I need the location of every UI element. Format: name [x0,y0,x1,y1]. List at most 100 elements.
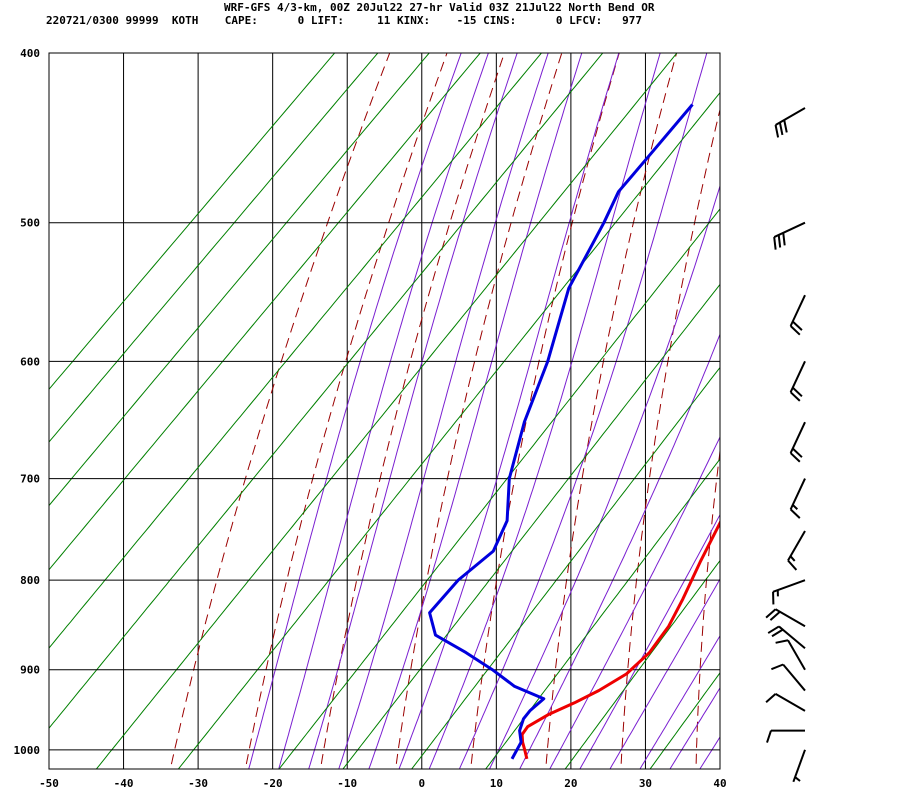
wind-barb [787,530,806,571]
wind-barb [772,579,806,605]
moist-adiabat-line [248,53,462,769]
x-tick-label: -30 [188,777,208,790]
wind-barb-flag [771,663,784,671]
wind-barb-staff [773,221,806,238]
wind-barb-staff [775,692,806,712]
wind-barb-staff [787,530,806,562]
wind-barb-flag [792,386,803,398]
wind-barb-flag [789,555,796,562]
x-tick-label: -20 [263,777,283,790]
wind-barb-flag [783,119,788,133]
chart-header: WRF-GFS 4/3-km, 00Z 20Jul22 27-hr Valid … [0,0,900,40]
dry-adiabat-line [771,53,849,780]
y-tick-label: 900 [20,664,40,677]
moist-adiabat-line [368,53,583,769]
dry-adiabat-line [695,446,720,769]
wind-barb-staff [789,421,806,454]
dry-adiabat-line [470,53,620,769]
wind-barb-flag [773,236,777,250]
x-tick-label: 20 [564,777,577,790]
y-tick-label: 500 [20,217,40,230]
mixing-ratio-line [564,559,720,769]
mixing-ratio-line [49,53,481,571]
wind-barb-flag [792,320,803,331]
mixing-ratio-line [411,366,720,769]
mixing-ratio-line [49,53,335,391]
moist-adiabat-line [669,687,720,769]
wind-barb-flag [789,508,801,519]
wind-barb-staff [787,639,806,671]
dry-adiabat-line [620,107,720,769]
wind-barb [771,663,806,692]
mixing-ratio-line [649,671,720,769]
x-tick-label: 10 [490,777,503,790]
moist-adiabat-line [723,53,900,780]
wind-barb [789,360,806,402]
wind-barb-staff [789,478,806,510]
wind-barb-flag [777,234,782,248]
moist-adiabat-line [488,184,720,769]
moist-adiabat-line [519,332,720,769]
wind-barb [775,639,806,671]
x-tick-label: 0 [418,777,425,790]
wind-barb-flag [778,122,784,136]
mixing-ratio-line [485,458,720,769]
isotherm-grid [48,53,721,769]
wind-barb-flag [789,452,801,463]
x-tick-label: 40 [713,777,726,790]
temperature-axis-labels: -50 -40 -30 -20 -10 0 10 20 30 40 [39,777,727,790]
moist-adiabat-line [398,53,620,769]
wind-barb [789,421,806,463]
mixing-ratio-line [95,53,678,769]
wind-barb-flag [787,559,798,571]
moist-adiabat-line [549,435,720,769]
plot-frame [48,52,721,770]
wind-barb-flag [765,693,777,703]
x-tick-label: 30 [639,777,652,790]
wind-barb [774,107,806,138]
wind-barb-staff [772,579,806,593]
wind-barb-staff [792,749,806,783]
sounding-profiles [428,103,720,760]
wind-barb-flag [771,628,784,638]
header-indices: 220721/0300 99999 KOTH CAPE: 0 LIFT: 11 … [46,14,643,27]
wind-barb-staff [778,625,806,650]
moist-adiabat-line [428,53,661,769]
wind-barb-flag [792,447,803,458]
wind-barb-flag [782,232,786,246]
moist-adiabat-line [338,53,549,769]
moist-adiabat-line [278,53,489,769]
wind-barb [765,608,806,628]
x-tick-label: -40 [114,777,134,790]
wind-barb-flag [769,610,781,621]
mixing-ratio-line [49,53,430,507]
moist-adiabat-line [308,53,518,769]
x-tick-label: -10 [337,777,357,790]
wind-barb [766,729,805,743]
x-tick-label: -50 [39,777,59,790]
dry-adiabat-line [845,53,900,780]
wind-barb-staff [789,360,806,393]
dry-adiabat-line [545,53,678,769]
wind-barb [789,294,806,336]
moist-adiabat-line [639,634,720,769]
wind-barb [789,478,806,519]
mixing-ratio-line [49,53,379,443]
dry-adiabat-line [395,53,563,769]
wind-barb-flag [789,325,801,336]
dry-adiabat-line [169,53,391,769]
pressure-axis-labels: 400 500 600 700 800 900 1000 [14,47,41,757]
wind-barb-flag [774,124,780,138]
wind-barb-flag [765,608,777,619]
wind-barb-staff [775,107,806,126]
wind-barb [767,625,806,650]
moist-adiabat-line [579,513,720,769]
y-tick-label: 400 [20,47,40,60]
y-tick-label: 700 [20,473,40,486]
wind-barbs [765,107,806,783]
isobar-grid [49,52,720,751]
moist-adiabat-line [609,578,720,769]
dry-adiabat-line [244,53,448,769]
wind-barb-flag [766,730,772,743]
